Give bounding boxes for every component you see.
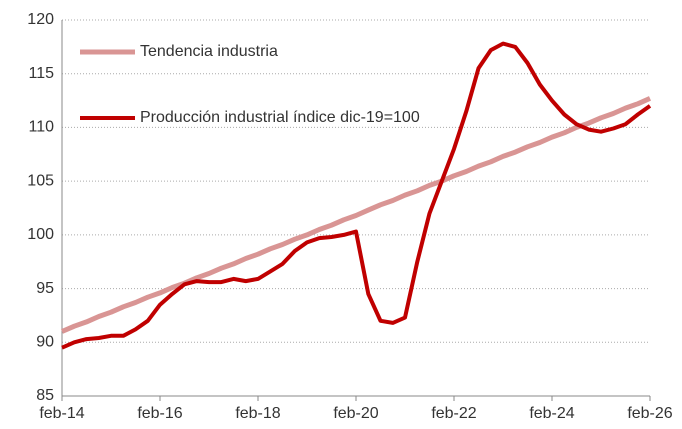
- x-tick-label: feb-22: [431, 405, 476, 422]
- x-tick-label: feb-14: [39, 405, 84, 422]
- y-tick-label: 110: [28, 119, 54, 136]
- x-tick-label: feb-26: [627, 405, 672, 422]
- y-tick-label: 115: [28, 65, 54, 82]
- y-tick-label: 95: [36, 280, 54, 297]
- y-tick-label: 90: [36, 334, 54, 351]
- x-tick-label: feb-24: [529, 405, 574, 422]
- series-line: [61, 41, 652, 350]
- y-tick-label: 100: [27, 226, 54, 243]
- x-tick-label: feb-18: [235, 405, 280, 422]
- x-tick-label: feb-16: [137, 405, 182, 422]
- legend-label: Tendencia industria: [140, 43, 278, 60]
- series-line: [61, 96, 652, 334]
- legend-label: Producción industrial índice dic-19=100: [140, 109, 420, 126]
- x-tick-label: feb-20: [333, 405, 378, 422]
- y-tick-label: 105: [27, 172, 54, 189]
- y-tick-label: 120: [27, 11, 54, 28]
- y-tick-label: 85: [36, 387, 54, 404]
